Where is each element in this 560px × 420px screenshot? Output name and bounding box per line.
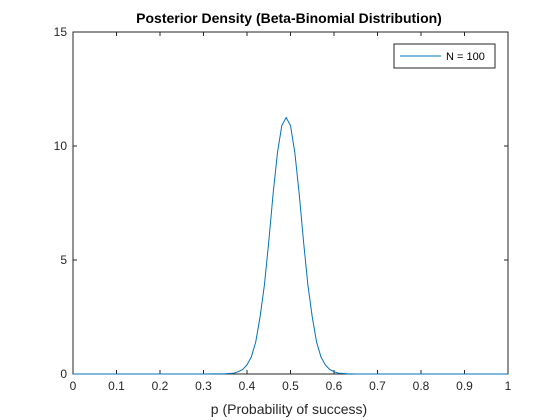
y-tick-label: 10 — [54, 139, 68, 153]
x-tick-label: 0.7 — [369, 379, 386, 393]
x-tick-label: 0.8 — [413, 379, 430, 393]
x-tick-label: 0.5 — [282, 379, 299, 393]
x-axis-label: p (Probability of success) — [211, 401, 367, 417]
y-tick-label: 15 — [54, 25, 68, 39]
x-tick-label: 0.2 — [152, 379, 169, 393]
x-tick-label: 0.4 — [239, 379, 256, 393]
x-tick-label: 0.9 — [456, 379, 473, 393]
x-tick-label: 0.3 — [195, 379, 212, 393]
series-line-n-100 — [73, 116, 508, 375]
x-tick-label: 0.1 — [108, 379, 125, 393]
x-axis: 0 0.1 0.2 0.3 0.4 0.5 0.6 0.7 0.8 0.9 1 — [70, 32, 512, 393]
legend: N = 100 — [393, 43, 496, 69]
y-tick-label: 5 — [60, 253, 67, 267]
legend-label: N = 100 — [446, 51, 485, 63]
plot-area — [72, 31, 509, 375]
x-tick-label: 0.6 — [326, 379, 343, 393]
x-tick-label: 1 — [505, 379, 512, 393]
y-tick-label: 0 — [60, 367, 67, 381]
x-tick-label: 0 — [70, 379, 77, 393]
chart-title: Posterior Density (Beta-Binomial Distrib… — [136, 10, 442, 26]
